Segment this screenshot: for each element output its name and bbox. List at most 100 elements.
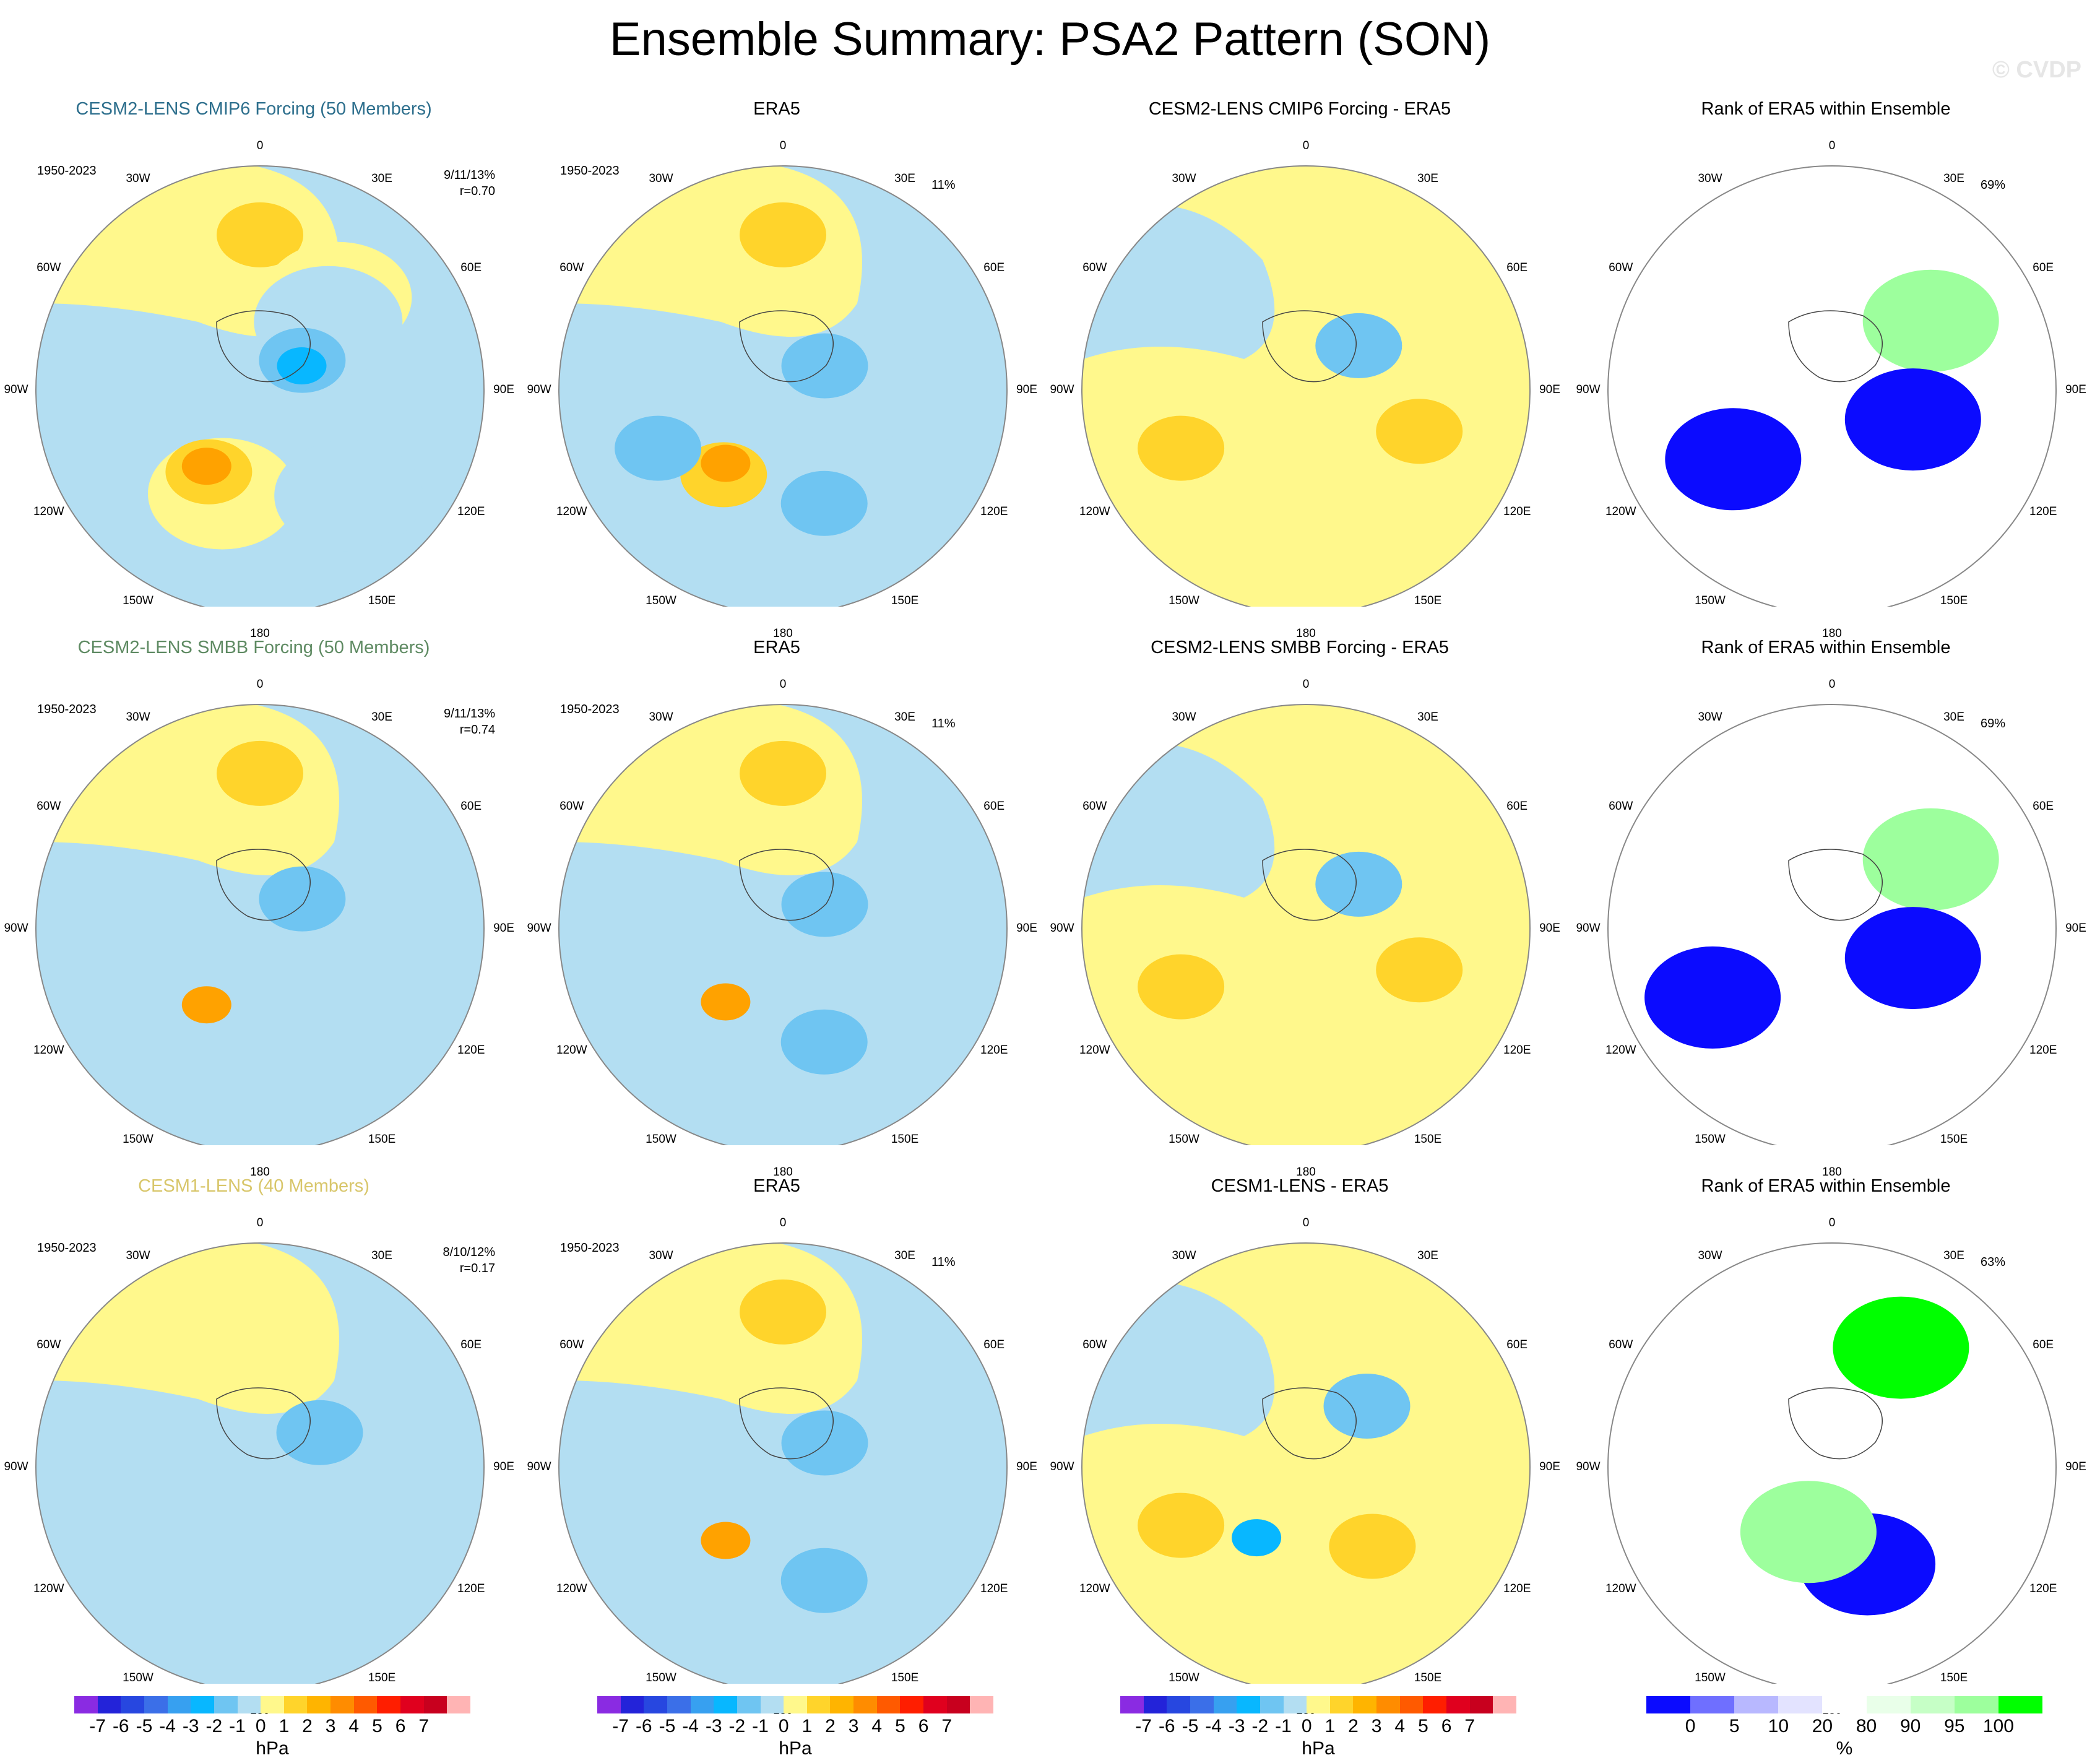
colorbar-tick: 4: [871, 1716, 883, 1736]
longitude-label: 120E: [980, 505, 1008, 518]
map-outline: [1607, 704, 2057, 1145]
percent-variance: 63%: [1981, 1255, 2006, 1269]
longitude-label: 180: [250, 1166, 270, 1179]
colorbar-swatch: [946, 1696, 970, 1713]
longitude-label: 90E: [2065, 1460, 2086, 1473]
longitude-label: 90W: [4, 1460, 28, 1473]
map-outline: [558, 1242, 1008, 1684]
anomaly-mark: [1232, 1519, 1282, 1557]
antarctica-coastline: [216, 849, 311, 921]
period-label: 1950-2023: [560, 164, 620, 178]
longitude-label: 120W: [33, 1044, 64, 1057]
longitude-label: 90W: [1050, 922, 1074, 935]
colorbar-swatch: [1423, 1696, 1447, 1713]
longitude-label: 150E: [891, 1671, 919, 1685]
longitude-label: 60W: [560, 1338, 584, 1351]
polar-map: [558, 1242, 1008, 1684]
map-panel-r1c4: Rank of ERA5 within Ensemble 0 30E 60E 90E 12…: [1576, 99, 2086, 640]
anomaly-mark: [1862, 808, 1999, 911]
period-label: 1950-2023: [37, 703, 97, 716]
antarctica-coastline: [1262, 1387, 1357, 1460]
longitude-label: 60W: [1609, 1338, 1633, 1351]
longitude-label: 30E: [894, 1249, 915, 1262]
map-panel-r3c2: ERA5030E60E90E120E150E180150W120W90W60W3…: [527, 1176, 1037, 1717]
longitude-label: 60E: [460, 1338, 482, 1351]
antarctica-coastline: [739, 310, 834, 383]
longitude-label: 30W: [126, 710, 150, 724]
longitude-label: 90W: [527, 383, 551, 396]
period-label: 1950-2023: [560, 1241, 620, 1255]
longitude-label: 120W: [1079, 1582, 1110, 1595]
colorbar-swatch: [121, 1696, 145, 1713]
longitude-label: 60W: [1082, 1338, 1107, 1351]
anomaly-mark: [781, 1410, 868, 1476]
anomaly-mark: [276, 1400, 363, 1465]
antarctica-coastline: [1788, 849, 1883, 921]
colorbar-tick: -7: [1135, 1716, 1152, 1736]
period-label: 1950-2023: [560, 703, 620, 716]
colorbar-swatch: [331, 1696, 355, 1713]
colorbar-swatch: [644, 1696, 668, 1713]
anomaly-mark: [740, 740, 826, 806]
polar-map: [1607, 704, 2057, 1145]
anomaly-mark: [1844, 368, 1981, 471]
colorbar-swatch: [667, 1696, 691, 1713]
colorbar-tick: -2: [205, 1716, 223, 1736]
colorbar-swatch: [737, 1696, 761, 1713]
colorbar-tick: 5: [1729, 1716, 1740, 1736]
colorbar-swatch: [447, 1696, 471, 1713]
longitude-label: 150W: [646, 1133, 676, 1146]
longitude-label: 90E: [493, 383, 514, 396]
longitude-label: 30E: [371, 171, 392, 185]
anomaly-mark: [181, 448, 231, 485]
colorbar-hpa-1: -7 -6 -5 -4 -3 -2 -1 0 1 2 3 4 5 6 7 hPa: [74, 1696, 471, 1759]
map-background: [1608, 1243, 2056, 1684]
colorbar-swatch: [1190, 1696, 1214, 1713]
longitude-label: 180: [1822, 1166, 1842, 1179]
pattern-correlation: r=0.70: [459, 184, 495, 198]
longitude-label: 60E: [2033, 1338, 2054, 1351]
colorbar-tick: -3: [182, 1716, 199, 1736]
polar-map: [35, 165, 485, 607]
colorbar-tick: -1: [229, 1716, 246, 1736]
anomaly-mark: [701, 983, 751, 1021]
colorbar-swatch: [1353, 1696, 1377, 1713]
colorbar-tick: 6: [1441, 1716, 1452, 1736]
colorbar-swatch: [97, 1696, 121, 1713]
longitude-label: 150W: [1169, 1133, 1199, 1146]
map-background: [1608, 704, 2056, 1145]
colorbar-swatch: [1822, 1696, 1867, 1713]
colorbar-tick: 1: [802, 1716, 813, 1736]
longitude-label: 150E: [891, 1133, 919, 1146]
colorbar-swatch: [1469, 1696, 1493, 1713]
longitude-label: 30E: [894, 710, 915, 724]
anomaly-mark: [1833, 1296, 1969, 1399]
longitude-label: 60E: [2033, 800, 2054, 813]
map-outline: [1607, 1242, 2057, 1684]
longitude-label: 0: [256, 678, 264, 691]
colorbar-tick: 0: [1301, 1716, 1312, 1736]
colorbar-tick: 0: [778, 1716, 789, 1736]
map-panel-r2c2: ERA5 0 30E 60E 90E 120E 150E 180 150W 120W 90W 60W 3…: [527, 638, 1037, 1179]
longitude-label: 120W: [33, 1582, 64, 1595]
map-panel-r2c4: Rank of ERA5 within Ensemble 0 30E 60E 90E 12…: [1576, 638, 2086, 1179]
colorbar-swatch: [307, 1696, 331, 1713]
colorbar-swatch: [853, 1696, 878, 1713]
map-panel-r1c1: CESM2-LENS CMIP6 Forcing (50 Members) 0 30…: [4, 99, 514, 640]
longitude-label: 30E: [1943, 1249, 1964, 1262]
longitude-label: 0: [779, 1216, 787, 1229]
longitude-label: 120E: [1503, 1582, 1531, 1595]
antarctica-coastline: [216, 310, 311, 383]
panel-title: ERA5: [753, 1176, 800, 1196]
longitude-label: 150E: [1414, 1671, 1442, 1685]
colorbar-swatch: [1260, 1696, 1284, 1713]
colorbar-swatch: [806, 1696, 831, 1713]
longitude-label: 30W: [649, 1249, 673, 1262]
colorbar-tick: -6: [112, 1716, 129, 1736]
colorbar-tick: 10: [1768, 1716, 1789, 1736]
anomaly-mark: [1138, 1492, 1225, 1558]
longitude-label: 180: [250, 627, 270, 640]
map-outline: [35, 165, 485, 607]
colorbar-tick: 3: [325, 1716, 336, 1736]
colorbar-unit: hPa: [779, 1738, 812, 1759]
